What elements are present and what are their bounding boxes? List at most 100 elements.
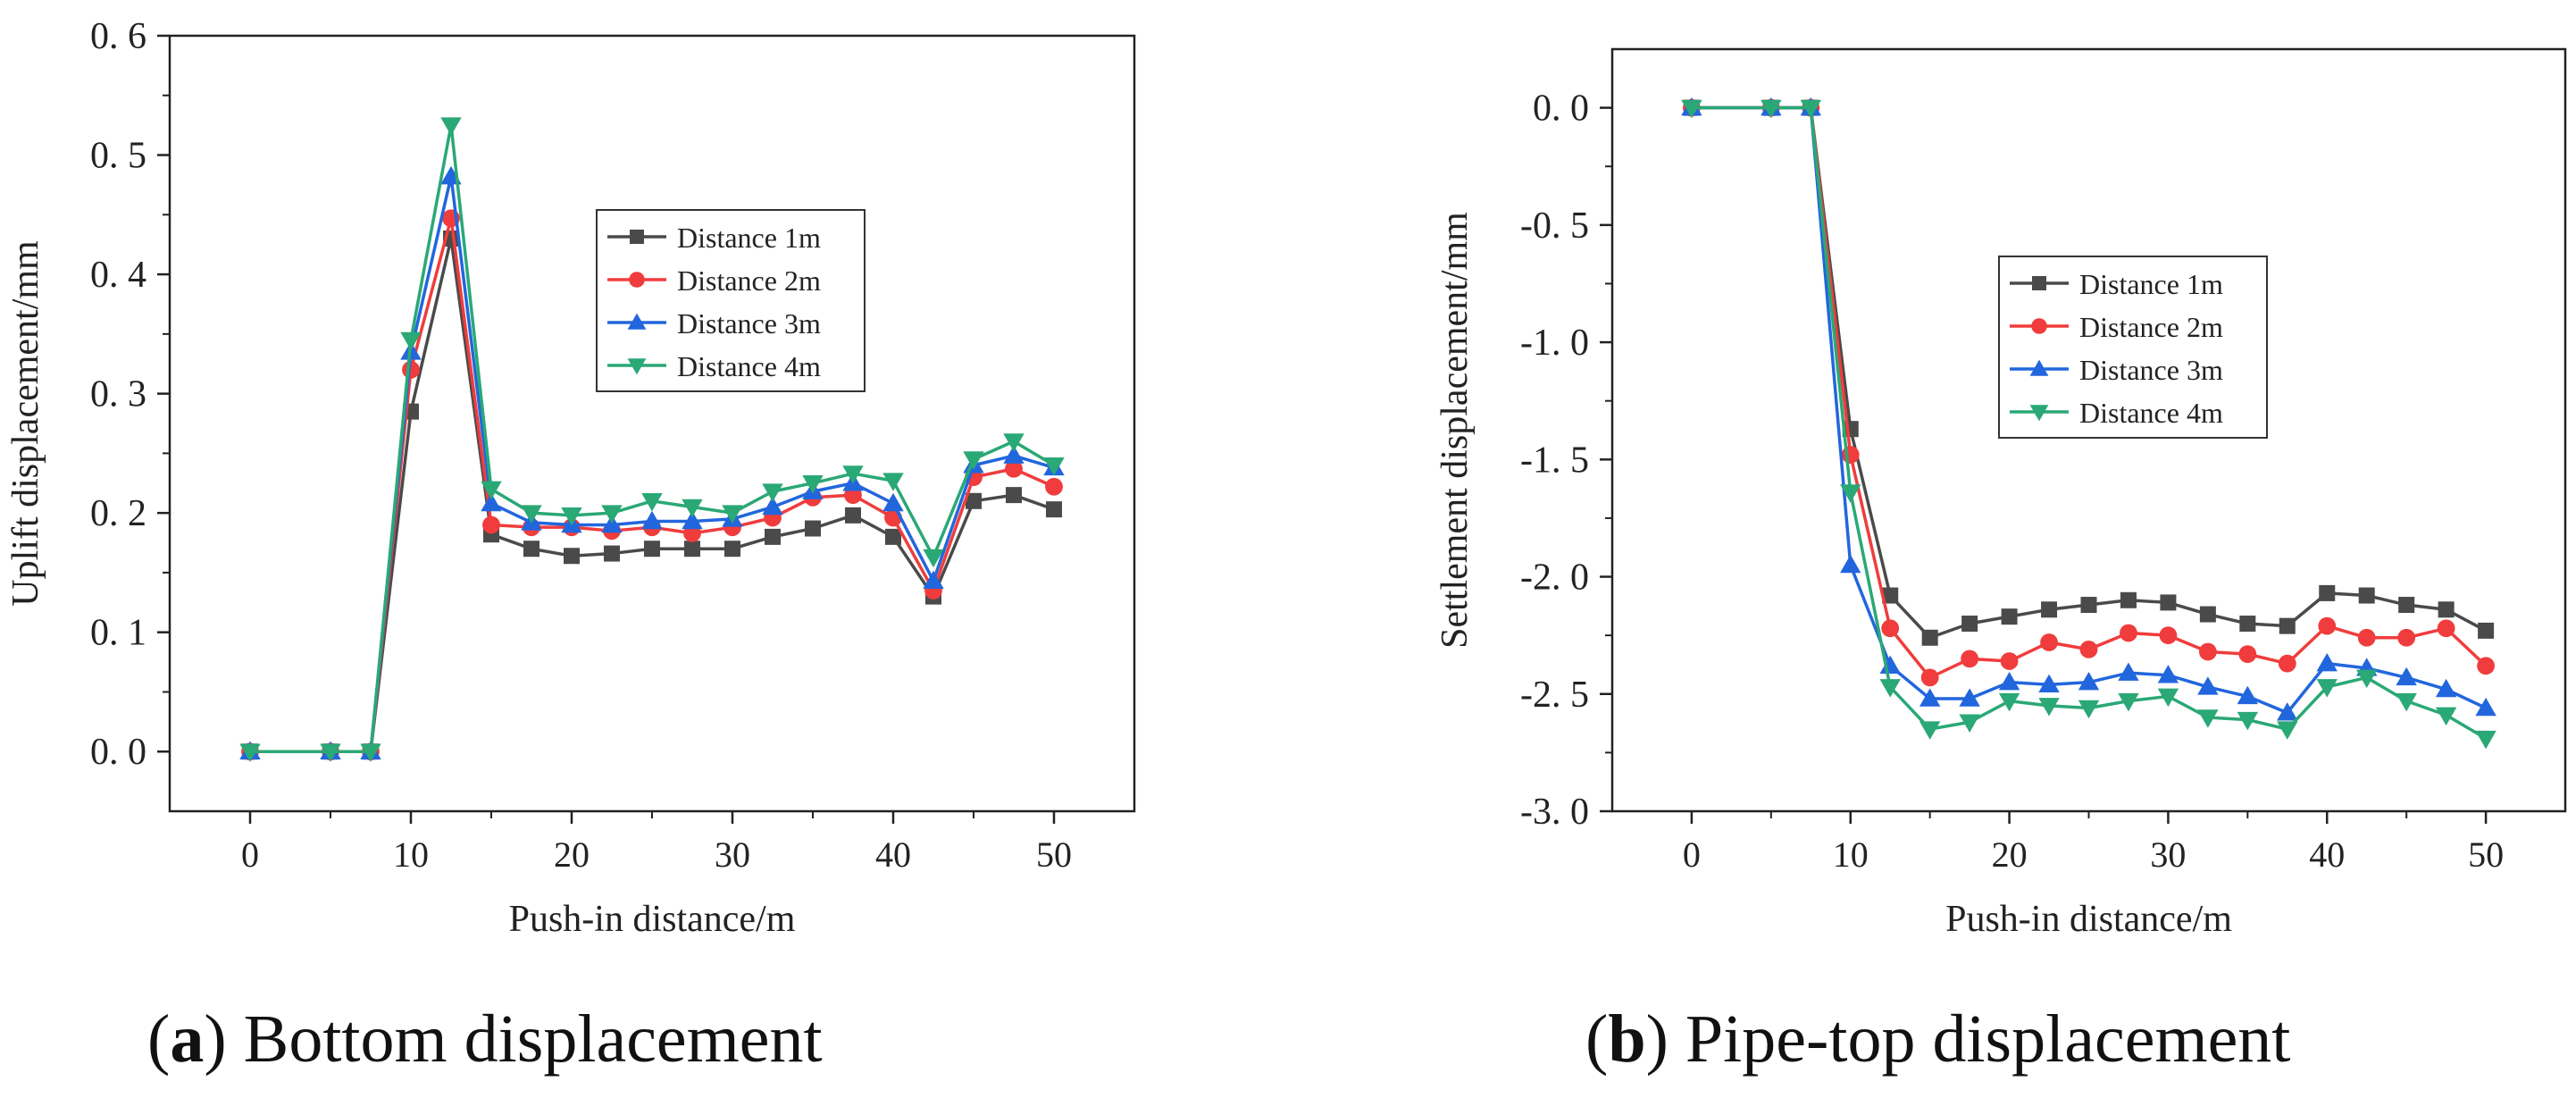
data-point (360, 743, 381, 762)
data-point (481, 492, 502, 512)
plot-frame (168, 34, 1136, 813)
data-point (682, 499, 703, 518)
data-point (2040, 633, 2058, 651)
x-tick-label: 30 (715, 834, 750, 875)
data-point (601, 514, 623, 533)
legend-label: Distance 2m (2079, 311, 2223, 343)
legend-label: Distance 1m (677, 222, 821, 254)
data-point (1919, 688, 1941, 707)
data-point (2397, 628, 2416, 647)
data-point (2358, 587, 2375, 604)
chart-panel-a: 0 10 20 30 40 50 0. 0 0. 1 0. 2 0. 3 0. 4 0. 5 0. 6 P… (5, 16, 1136, 940)
y-tick-label: -1. 5 (1520, 440, 1589, 481)
data-point (966, 492, 982, 509)
x-tick-label: 20 (1992, 834, 2028, 875)
series-2 (1683, 98, 2495, 687)
data-point (1920, 668, 1939, 687)
data-point (2437, 619, 2455, 638)
y-tick-label: 0. 3 (90, 374, 146, 415)
y-tick-label: 0. 6 (90, 16, 146, 57)
x-axis-label: Push-in distance/m (509, 899, 796, 940)
y-tick-label: -2. 5 (1520, 675, 1589, 716)
series-4 (1681, 99, 2497, 750)
chart-panel-b: 0 10 20 30 40 50 0. 0 -0. 5 -1. 0 -1. 5 -2. 0 -2. 5… (1434, 47, 2567, 940)
data-point (1961, 650, 1979, 668)
data-point (641, 510, 663, 530)
data-point (1919, 721, 1941, 740)
data-point (1003, 445, 1025, 464)
data-point (2197, 676, 2219, 695)
data-point (2080, 597, 2097, 614)
legend-label: Distance 3m (677, 307, 821, 340)
data-point (604, 545, 620, 562)
data-point (2199, 606, 2216, 623)
data-point (1961, 616, 1978, 633)
data-point (2157, 688, 2179, 708)
data-point (2357, 628, 2376, 647)
data-point (2396, 666, 2417, 686)
data-point (521, 505, 542, 524)
data-point (1761, 99, 1782, 119)
data-point (845, 507, 861, 524)
data-point (842, 465, 864, 484)
data-point (1003, 433, 1025, 452)
data-point (724, 541, 740, 558)
data-point (1921, 629, 1938, 646)
data-point (682, 510, 703, 530)
legend-marker (2029, 359, 2049, 376)
data-point (601, 505, 623, 524)
data-point (2477, 657, 2495, 675)
data-point (1959, 688, 1980, 707)
data-point (762, 496, 783, 516)
x-tick-label: 40 (875, 834, 911, 875)
legend: Distance 1m Distance 2m Distance 3m Distanc… (596, 209, 866, 392)
data-point (2000, 652, 2019, 670)
y-tick-label: 0. 0 (1533, 88, 1589, 130)
data-point (1005, 459, 1023, 478)
data-point (564, 548, 580, 565)
data-point (765, 528, 781, 545)
data-point (2475, 730, 2497, 750)
data-point (2038, 698, 2060, 717)
data-point (1881, 619, 1900, 638)
y-tick-label: -1. 0 (1520, 323, 1589, 364)
caption-b: (b) Pipe-top displacement (1585, 1002, 2291, 1077)
data-point (2316, 652, 2338, 672)
data-point (2078, 671, 2100, 691)
data-point (722, 505, 743, 524)
data-point (2318, 616, 2337, 635)
legend-label: Distance 2m (677, 264, 821, 297)
data-point (1879, 679, 1901, 698)
data-point (2157, 665, 2179, 683)
legend-label: Distance 4m (677, 350, 821, 382)
y-tick-label: 0. 1 (90, 613, 146, 654)
data-point (1840, 484, 1861, 503)
data-point (762, 483, 783, 502)
y-tick-label: 0. 4 (90, 255, 146, 296)
data-point (2120, 624, 2137, 642)
series-line (250, 123, 1055, 753)
data-point (1006, 487, 1022, 504)
data-point (2277, 721, 2298, 740)
data-point (885, 528, 901, 545)
caption-a: (a) Bottom displacement (147, 1002, 823, 1077)
data-point (802, 474, 824, 494)
data-point (2438, 601, 2455, 618)
data-point (2435, 707, 2457, 726)
data-point (2038, 674, 2060, 693)
y-axis-label: Settlement displacement/mm (1434, 212, 1476, 649)
legend-label: Distance 1m (2079, 268, 2223, 300)
data-point (2079, 641, 2098, 658)
data-point (1046, 501, 1062, 518)
data-point (2478, 622, 2495, 639)
y-tick-label: -2. 0 (1520, 558, 1589, 599)
data-point (1840, 554, 1861, 574)
data-point (2396, 692, 2417, 712)
data-point (1959, 714, 1980, 733)
data-point (2041, 601, 2058, 618)
y-tick-label: -0. 5 (1520, 205, 1589, 247)
x-tick-label: 10 (393, 834, 429, 875)
caption-a-letter: a (170, 1002, 205, 1077)
data-point (2316, 679, 2338, 698)
